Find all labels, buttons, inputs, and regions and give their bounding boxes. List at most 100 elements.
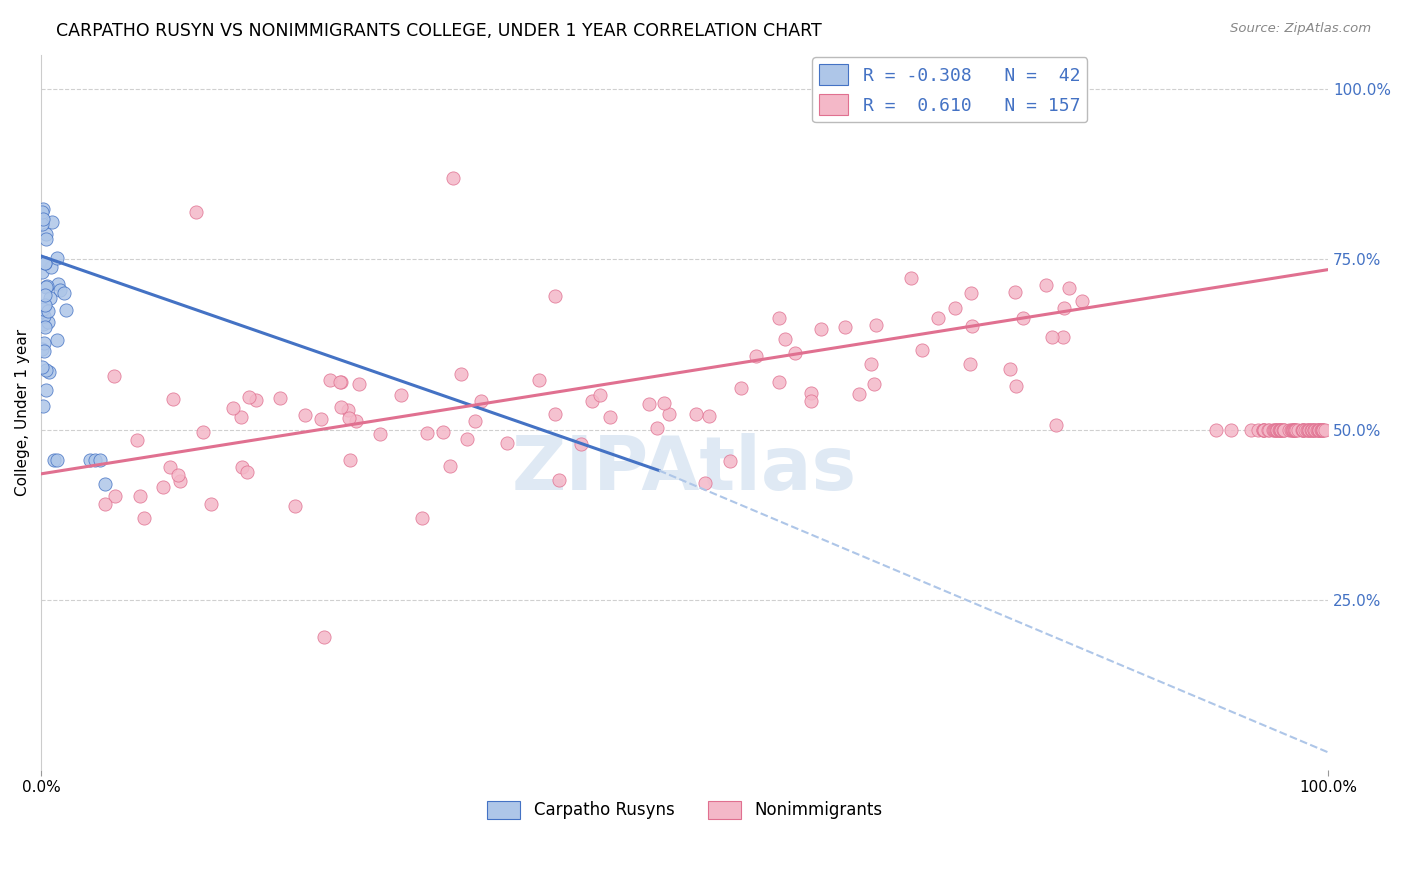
Point: [775, 332, 797, 346]
Point: [34, 298, 56, 312]
Point: [38, 366, 60, 380]
Point: [94, 497, 117, 511]
Point: [544, 289, 567, 303]
Point: [1253, 423, 1275, 437]
Point: [1310, 423, 1333, 437]
Point: [1042, 330, 1064, 344]
Point: [37, 304, 59, 318]
Point: [543, 407, 565, 421]
Point: [330, 400, 353, 414]
Point: [35, 280, 58, 294]
Point: [236, 465, 259, 479]
Point: [34, 383, 56, 397]
Point: [39, 260, 62, 274]
Point: [1298, 423, 1320, 437]
Point: [464, 414, 486, 428]
Point: [1070, 294, 1092, 309]
Point: [1286, 423, 1309, 437]
Point: [269, 391, 291, 405]
Point: [1270, 423, 1292, 437]
Point: [496, 435, 519, 450]
Point: [103, 369, 125, 384]
Point: [959, 357, 981, 371]
Point: [35, 279, 58, 293]
Point: [1272, 423, 1295, 437]
Point: [1240, 423, 1263, 437]
Point: [1257, 423, 1279, 437]
Point: [35, 232, 58, 246]
Point: [1282, 423, 1305, 437]
Point: [745, 349, 768, 363]
Point: [911, 343, 934, 357]
Point: [589, 388, 612, 402]
Point: [1270, 423, 1292, 437]
Point: [1303, 423, 1326, 437]
Point: [1263, 423, 1285, 437]
Point: [31, 217, 53, 231]
Point: [89, 453, 111, 467]
Point: [863, 376, 886, 391]
Point: [1313, 423, 1336, 437]
Point: [1285, 423, 1308, 437]
Point: [810, 322, 832, 336]
Point: [238, 390, 260, 404]
Point: [245, 392, 267, 407]
Point: [637, 397, 659, 411]
Text: ZIPAtlas: ZIPAtlas: [512, 434, 858, 507]
Point: [768, 310, 790, 325]
Point: [1251, 423, 1274, 437]
Point: [169, 474, 191, 488]
Point: [1004, 378, 1026, 392]
Point: [329, 375, 352, 389]
Point: [1265, 423, 1288, 437]
Point: [1268, 423, 1291, 437]
Point: [800, 386, 823, 401]
Point: [229, 409, 252, 424]
Point: [349, 377, 371, 392]
Point: [1301, 423, 1323, 437]
Legend: Carpatho Rusyns, Nonimmigrants: Carpatho Rusyns, Nonimmigrants: [481, 794, 889, 826]
Point: [1306, 423, 1329, 437]
Point: [1298, 423, 1320, 437]
Point: [800, 393, 823, 408]
Point: [42, 453, 65, 467]
Point: [34, 288, 56, 302]
Point: [834, 320, 856, 334]
Point: [1302, 423, 1324, 437]
Point: [599, 410, 621, 425]
Point: [104, 489, 127, 503]
Point: [900, 271, 922, 285]
Point: [432, 425, 454, 439]
Point: [658, 407, 681, 421]
Point: [768, 375, 790, 389]
Point: [718, 454, 741, 468]
Point: [200, 497, 222, 511]
Point: [411, 511, 433, 525]
Point: [730, 380, 752, 394]
Point: [32, 309, 55, 323]
Point: [1291, 423, 1313, 437]
Point: [389, 388, 412, 402]
Point: [1253, 423, 1275, 437]
Point: [162, 392, 184, 406]
Point: [1265, 423, 1288, 437]
Point: [31, 342, 53, 356]
Point: [1292, 423, 1315, 437]
Point: [35, 363, 58, 377]
Point: [1282, 423, 1305, 437]
Point: [319, 373, 342, 387]
Point: [456, 432, 478, 446]
Point: [960, 286, 983, 301]
Point: [45, 453, 67, 467]
Point: [32, 202, 55, 216]
Point: [943, 301, 966, 316]
Point: [32, 343, 55, 358]
Point: [1270, 423, 1292, 437]
Point: [46, 277, 69, 291]
Point: [1302, 423, 1324, 437]
Point: [581, 394, 603, 409]
Point: [94, 477, 117, 491]
Point: [1310, 423, 1333, 437]
Point: [336, 403, 359, 417]
Point: [1219, 423, 1241, 437]
